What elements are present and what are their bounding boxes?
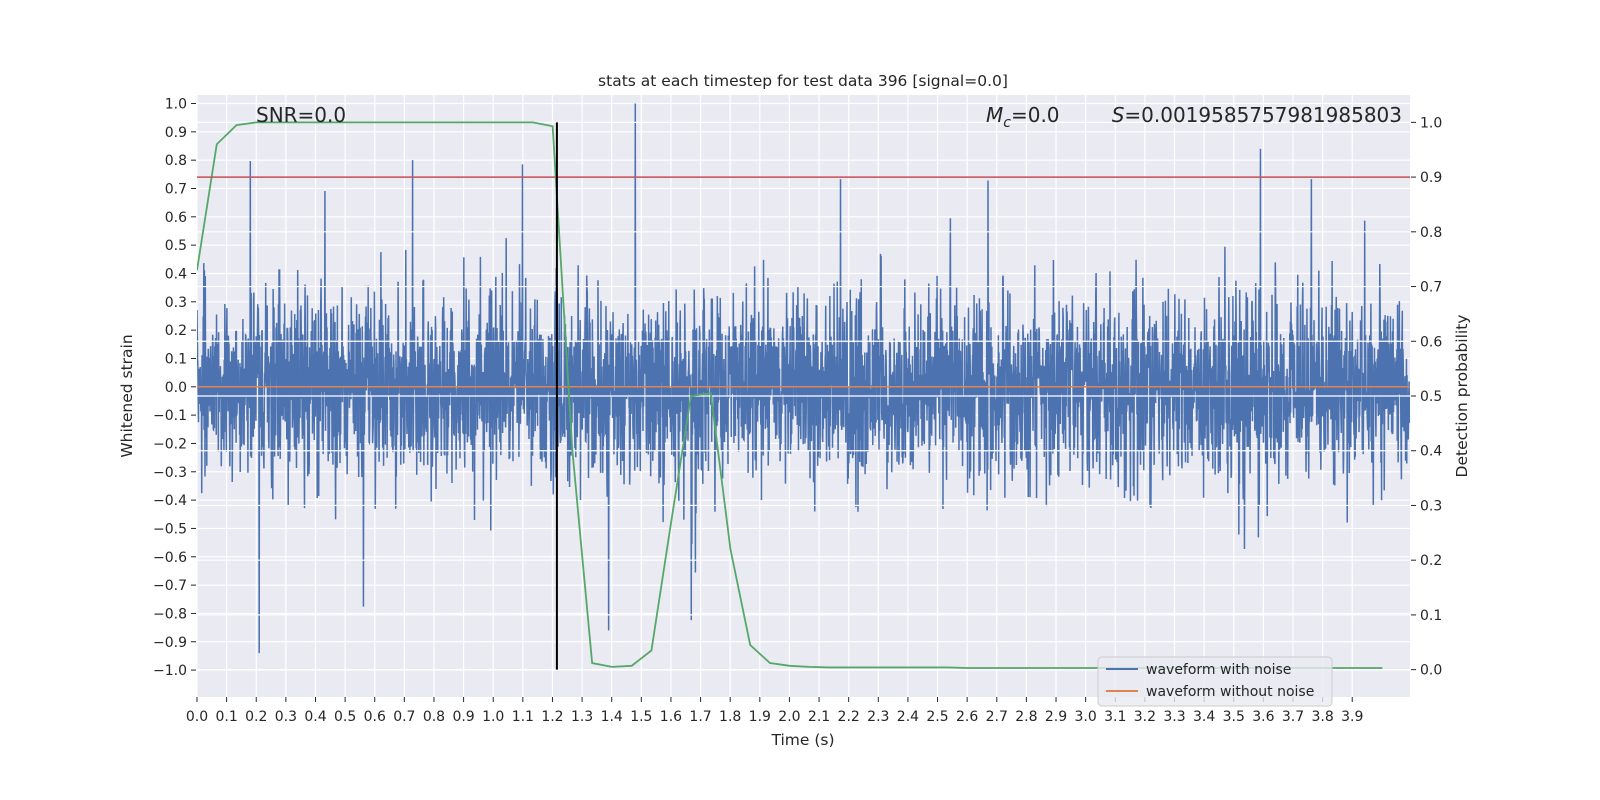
legend: waveform with noise waveform without noi… (1097, 656, 1333, 707)
y-tick-label: 0.8 (165, 153, 187, 169)
mc-value: =0.0 (1011, 103, 1060, 127)
x-tick-label: 3.5 (1223, 709, 1245, 725)
y-tick-label: 0.1 (165, 351, 187, 367)
y-right-tick-label: 0.0 (1420, 663, 1442, 679)
y-tick-label: −0.6 (153, 550, 187, 566)
x-tick-label: 0.4 (304, 709, 326, 725)
y-tick-label: −0.3 (153, 465, 187, 481)
y-right-tick-label: 0.5 (1420, 389, 1442, 405)
x-tick-label: 3.0 (1075, 709, 1097, 725)
y-tick-label: 0.3 (165, 295, 187, 311)
y-tick-label: 0.2 (165, 323, 187, 339)
y-right-tick-label: 1.0 (1420, 115, 1442, 131)
y-right-tick-label: 0.9 (1420, 170, 1442, 186)
y-right-tick-label: 0.6 (1420, 334, 1442, 350)
x-tick-label: 1.9 (749, 709, 771, 725)
legend-label-clean: waveform without noise (1146, 684, 1314, 700)
x-tick-label: 2.4 (897, 709, 919, 725)
x-tick-label: 3.1 (1104, 709, 1126, 725)
y-right-tick-label: 0.3 (1420, 498, 1442, 514)
x-axis-label: Time (s) (770, 731, 834, 749)
x-tick-label: 2.8 (1015, 709, 1037, 725)
s-value: =0.0019585757981985803 (1124, 103, 1402, 127)
score-annotation: S=0.0019585757981985803 (1112, 103, 1402, 127)
legend-label-noise: waveform with noise (1146, 662, 1291, 678)
y-tick-label: −0.1 (153, 408, 187, 424)
x-tick-label: 1.7 (689, 709, 711, 725)
x-tick-label: 2.0 (778, 709, 800, 725)
snr-annotation: SNR=0.0 (256, 103, 346, 127)
y-tick-label: 0.7 (165, 181, 187, 197)
x-tick-label: 1.5 (630, 709, 652, 725)
x-tick-label: 0.1 (215, 709, 237, 725)
x-tick-label: 0.2 (245, 709, 267, 725)
y-tick-label: 0.0 (165, 380, 187, 396)
y-tick-label: −0.5 (153, 521, 187, 537)
x-tick-label: 3.7 (1282, 709, 1304, 725)
x-tick-label: 0.7 (393, 709, 415, 725)
mc-subscript: c (1003, 115, 1011, 131)
x-tick-label: 1.6 (660, 709, 682, 725)
chirp-mass-annotation: Mc=0.0 (986, 103, 1060, 131)
y-right-tick-label: 0.8 (1420, 225, 1442, 241)
s-symbol: S (1112, 103, 1125, 127)
x-tick-label: 2.2 (838, 709, 860, 725)
x-tick-label: 0.0 (186, 709, 208, 725)
y-tick-label: 1.0 (165, 96, 187, 112)
y-tick-label: 0.4 (165, 266, 187, 282)
x-tick-label: 1.4 (601, 709, 623, 725)
y-tick-label: −0.2 (153, 436, 187, 452)
mc-symbol: M (986, 103, 1003, 127)
y-right-tick-label: 0.4 (1420, 444, 1442, 460)
y-tick-label: −1.0 (153, 663, 187, 679)
x-tick-label: 3.3 (1163, 709, 1185, 725)
y-tick-label: −0.9 (153, 635, 187, 651)
x-tick-label: 2.3 (867, 709, 889, 725)
x-tick-label: 1.2 (541, 709, 563, 725)
y-right-tick-label: 0.2 (1420, 553, 1442, 569)
y-tick-label: −0.8 (153, 606, 187, 622)
x-tick-label: 2.7 (986, 709, 1008, 725)
y-right-tick-label: 0.7 (1420, 280, 1442, 296)
plot-data (197, 103, 1410, 654)
y-tick-label: 0.5 (165, 238, 187, 254)
x-tick-label: 2.9 (1045, 709, 1067, 725)
y-tick-label: −0.7 (153, 578, 187, 594)
x-tick-label: 1.0 (482, 709, 504, 725)
x-tick-label: 0.8 (423, 709, 445, 725)
chart-title: stats at each timestep for test data 396… (598, 72, 1008, 90)
y-right-tick-label: 0.1 (1420, 608, 1442, 624)
waveform-with-noise-line (197, 103, 1410, 654)
x-tick-label: 0.5 (334, 709, 356, 725)
y-axis-right-label: Detection probability (1453, 315, 1471, 478)
x-tick-label: 3.6 (1252, 709, 1274, 725)
legend-box (1097, 656, 1333, 707)
x-tick-label: 2.5 (926, 709, 948, 725)
x-tick-label: 3.2 (1134, 709, 1156, 725)
x-tick-label: 0.3 (275, 709, 297, 725)
y-axis-label: Whitened strain (118, 334, 136, 457)
x-tick-label: 0.6 (364, 709, 386, 725)
x-tick-label: 1.3 (571, 709, 593, 725)
x-tick-label: 0.9 (452, 709, 474, 725)
x-tick-label: 3.8 (1311, 709, 1333, 725)
y-tick-label: −0.4 (153, 493, 187, 509)
x-tick-label: 2.1 (808, 709, 830, 725)
y-tick-label: 0.9 (165, 125, 187, 141)
y-tick-label: 0.6 (165, 210, 187, 226)
x-tick-label: 3.9 (1341, 709, 1363, 725)
axes: 0.0 0.1 0.2 0.3 0.4 0.5 0.6 0.7 0.8 0.9 1.0 1.1 1.2 1… (153, 96, 1442, 725)
x-tick-label: 2.6 (956, 709, 978, 725)
x-tick-label: 1.1 (512, 709, 534, 725)
x-tick-label: 1.8 (719, 709, 741, 725)
x-tick-label: 3.4 (1193, 709, 1215, 725)
